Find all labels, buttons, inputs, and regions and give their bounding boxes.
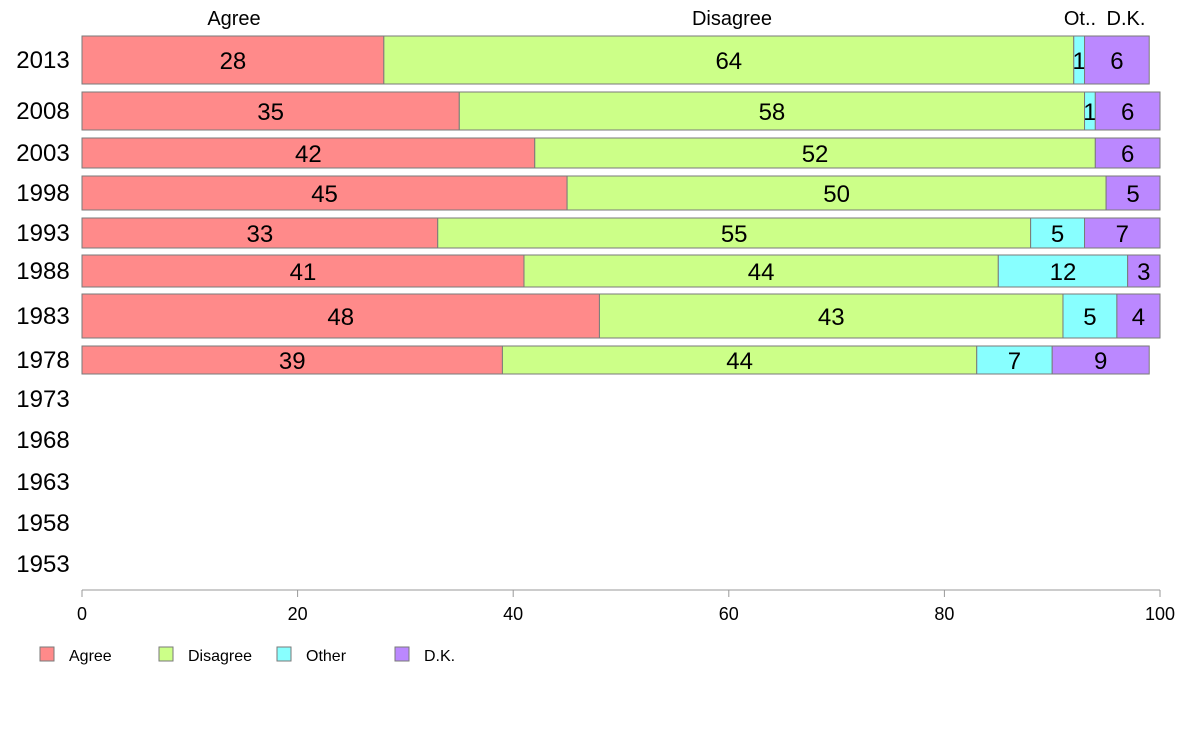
data-label: 1 [1083, 99, 1096, 126]
year-label: 2008 [16, 98, 69, 125]
data-label: 5 [1083, 304, 1096, 331]
legend-swatch [39, 646, 55, 662]
bar-segment [1062, 293, 1118, 339]
bar-segment [501, 345, 978, 375]
data-label: 9 [1094, 348, 1107, 375]
bar-segment [81, 137, 536, 169]
bar-segment [81, 35, 385, 85]
bar-segment [1030, 217, 1086, 249]
top-series-label: Ot.. [1064, 8, 1096, 30]
x-tick-label: 60 [719, 604, 739, 624]
bar-segment [1094, 91, 1161, 131]
bar-segment [383, 35, 1075, 85]
year-label: 2013 [16, 47, 69, 74]
year-label: 1978 [16, 347, 69, 374]
data-label: 45 [311, 181, 338, 208]
legend-swatch [158, 646, 174, 662]
bar-segment [523, 254, 999, 288]
data-label: 6 [1110, 48, 1123, 75]
legend-label: Other [306, 648, 347, 665]
bar-segment [534, 137, 1096, 169]
year-label: 1968 [16, 427, 69, 454]
bar-segment [1105, 175, 1161, 211]
data-label: 58 [759, 99, 786, 126]
data-label: 64 [715, 48, 742, 75]
legend-swatch [394, 646, 410, 662]
bar-segment [1127, 254, 1161, 288]
year-label: 2003 [16, 140, 69, 167]
bar-segment [437, 217, 1032, 249]
bar-segment [1084, 217, 1161, 249]
legend-label: Disagree [188, 648, 252, 665]
year-label: 1953 [16, 551, 69, 578]
bar-segment [458, 91, 1086, 131]
top-series-label: D.K. [1107, 8, 1146, 30]
year-label: 1958 [16, 510, 69, 537]
year-label: 1973 [16, 386, 69, 413]
data-label: 28 [220, 48, 247, 75]
bar-segment [81, 217, 439, 249]
data-label: 43 [818, 304, 845, 331]
data-label: 44 [748, 259, 775, 286]
data-label: 39 [279, 348, 306, 375]
data-label: 3 [1137, 259, 1150, 286]
data-label: 7 [1116, 221, 1129, 248]
data-label: 6 [1121, 99, 1134, 126]
bar-segment [1051, 345, 1150, 375]
data-label: 52 [802, 141, 829, 168]
top-series-label: Disagree [692, 8, 772, 30]
data-label: 7 [1008, 348, 1021, 375]
data-label: 33 [247, 221, 274, 248]
x-tick-label: 20 [288, 604, 308, 624]
data-label: 55 [721, 221, 748, 248]
bar-segment [598, 293, 1064, 339]
legend-label: Agree [69, 648, 112, 665]
year-label: 1963 [16, 469, 69, 496]
data-label: 50 [823, 181, 850, 208]
bar-segment [1116, 293, 1161, 339]
bar-segment [1094, 137, 1161, 169]
data-label: 1 [1072, 48, 1085, 75]
data-label: 12 [1050, 259, 1077, 286]
bar-segment [997, 254, 1129, 288]
year-label: 1993 [16, 220, 69, 247]
data-label: 6 [1121, 141, 1134, 168]
data-label: 5 [1126, 181, 1139, 208]
data-label: 48 [327, 304, 354, 331]
bar-segment [1084, 35, 1150, 85]
x-tick-label: 40 [503, 604, 523, 624]
data-label: 41 [290, 259, 317, 286]
year-label: 1998 [16, 180, 69, 207]
bar-segment [81, 254, 525, 288]
x-tick-label: 0 [77, 604, 87, 624]
x-tick-label: 80 [934, 604, 954, 624]
data-label: 42 [295, 141, 322, 168]
data-label: 5 [1051, 221, 1064, 248]
legend-swatch [276, 646, 292, 662]
legend-label: D.K. [424, 648, 455, 665]
data-label: 4 [1132, 304, 1145, 331]
top-series-label: Agree [207, 8, 260, 30]
data-label: 44 [726, 348, 753, 375]
year-label: 1988 [16, 258, 69, 285]
bar-segment [566, 175, 1107, 211]
data-label: 35 [257, 99, 284, 126]
year-label: 1983 [16, 303, 69, 330]
x-tick-label: 100 [1145, 604, 1175, 624]
